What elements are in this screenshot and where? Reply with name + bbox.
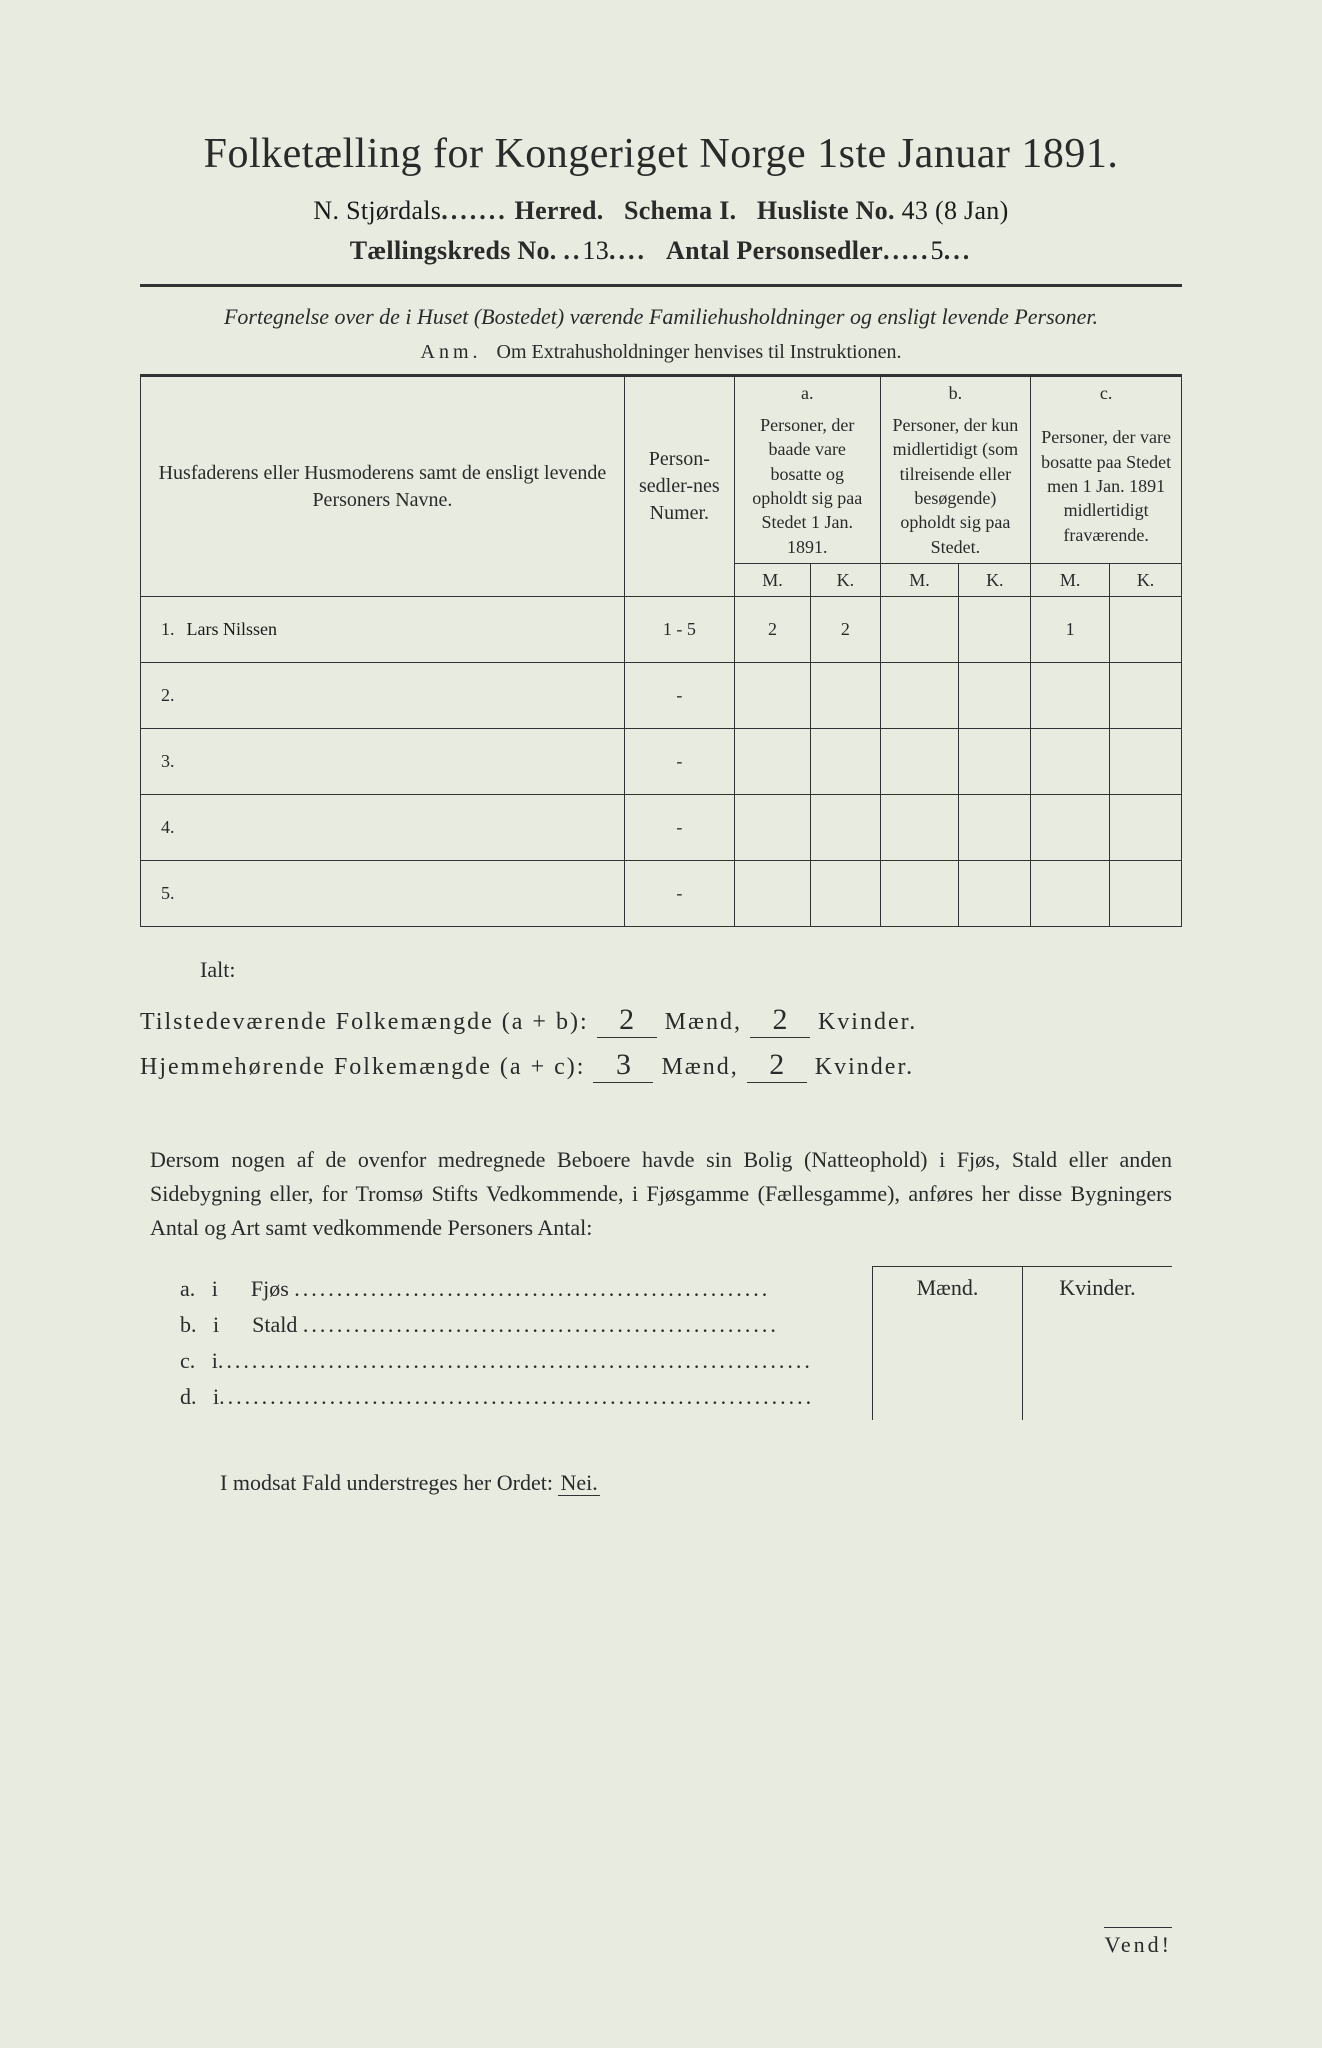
anm-line: Anm. Om Extrahusholdninger henvises til … (140, 341, 1182, 364)
sum-ab-label: Tilstedeværende Folkemængde (a + b): (140, 1009, 589, 1035)
row-bK (959, 597, 1031, 663)
vend-label: Vend! (1104, 1927, 1172, 1958)
col-c-letter: c. (1031, 376, 1182, 409)
col-b-head: Personer, der kun midlertidigt (som tilr… (880, 409, 1031, 563)
divider (140, 284, 1182, 287)
personsedler-value: 5 (930, 236, 943, 265)
row-cK (1110, 597, 1182, 663)
header-line-1: N. Stjørdals....... Herred. Schema I. Hu… (140, 196, 1182, 226)
row-pnum: - (624, 795, 734, 861)
sum-line-ac: Hjemmehørende Folkemængde (a + c): 3 Mæn… (140, 1048, 1182, 1083)
maend-label: Mænd, (661, 1054, 738, 1080)
sum-ac-m: 3 (593, 1048, 653, 1083)
sum-ac-label: Hjemmehørende Folkemængde (a + c): (140, 1054, 585, 1080)
sum-ab-k: 2 (750, 1003, 810, 1038)
side-kvinder-head: Kvinder. (1022, 1266, 1172, 1420)
census-form-page: Folketælling for Kongeriget Norge 1ste J… (0, 0, 1322, 2048)
b-k: K. (959, 563, 1031, 596)
row-num: 2. (141, 663, 181, 729)
c-m: M. (1031, 563, 1110, 596)
row-cM: 1 (1031, 597, 1110, 663)
row-pnum: 1 - 5 (624, 597, 734, 663)
side-row: b. i Stald (180, 1312, 854, 1338)
col-pnum-head: Person-sedler-nes Numer. (624, 376, 734, 596)
kvinder-label: Kvinder. (815, 1054, 914, 1080)
side-maend-head: Mænd. (873, 1266, 1022, 1420)
row-name (181, 729, 625, 795)
row-pnum: - (624, 861, 734, 927)
sum-ac-k: 2 (747, 1048, 807, 1083)
side-row: a. i Fjøs (180, 1276, 854, 1302)
row-name (181, 663, 625, 729)
nei-line: I modsat Fald understreges her Ordet: Ne… (220, 1470, 1172, 1496)
ialt-label: Ialt: (200, 957, 1182, 983)
col-c-head: Personer, der vare bosatte paa Stedet me… (1031, 409, 1182, 563)
row-num: 3. (141, 729, 181, 795)
sum-ab-m: 2 (597, 1003, 657, 1038)
kvinder-label: Kvinder. (818, 1009, 917, 1035)
side-building-paragraph: Dersom nogen af de ovenfor medregnede Be… (150, 1143, 1172, 1245)
husliste-value: 43 (8 Jan) (902, 196, 1009, 225)
personsedler-label: Antal Personsedler (666, 236, 883, 265)
row-pnum: - (624, 663, 734, 729)
table-row: 2. - (141, 663, 1182, 729)
row-num: 1. (141, 597, 181, 663)
page-title: Folketælling for Kongeriget Norge 1ste J… (140, 130, 1182, 178)
table-row: 1. Lars Nilssen 1 - 5 2 2 1 (141, 597, 1182, 663)
census-table: Husfaderens eller Husmoderens samt de en… (140, 376, 1182, 927)
table-row: 5. - (141, 861, 1182, 927)
col-name-head: Husfaderens eller Husmoderens samt de en… (141, 376, 625, 596)
row-bM (880, 597, 959, 663)
table-row: 3. - (141, 729, 1182, 795)
row-name (181, 861, 625, 927)
a-m: M. (734, 563, 810, 596)
maend-label: Mænd, (665, 1009, 742, 1035)
col-a-head: Personer, der baade vare bosatte og opho… (734, 409, 880, 563)
col-a-letter: a. (734, 376, 880, 409)
herred-value: N. Stjørdals (313, 196, 441, 225)
row-name (181, 795, 625, 861)
row-pnum: - (624, 729, 734, 795)
kreds-label: Tællingskreds No. (350, 236, 557, 265)
row-aM: 2 (734, 597, 810, 663)
col-b-letter: b. (880, 376, 1031, 409)
side-left: a. i Fjøs b. i Stald c. i d. i (180, 1266, 872, 1420)
kreds-value: 13 (582, 236, 609, 265)
row-name: Lars Nilssen (181, 597, 625, 663)
a-k: K. (811, 563, 880, 596)
side-right: Mænd. Kvinder. (872, 1266, 1172, 1420)
anm-prefix: Anm. (421, 341, 482, 363)
side-row: c. i (180, 1348, 854, 1374)
husliste-label: Husliste No. (757, 196, 895, 225)
anm-text: Om Extrahusholdninger henvises til Instr… (497, 341, 902, 363)
side-row: d. i (180, 1384, 854, 1410)
row-num: 4. (141, 795, 181, 861)
subtitle: Fortegnelse over de i Huset (Bostedet) v… (160, 301, 1162, 333)
schema-label: Schema I. (624, 196, 736, 225)
table-row: 4. - (141, 795, 1182, 861)
nei-word: Nei. (558, 1470, 599, 1496)
side-building-table: a. i Fjøs b. i Stald c. i d. i Mænd. Kvi… (180, 1266, 1172, 1420)
header-line-2: Tællingskreds No. ..13.... Antal Persons… (140, 236, 1182, 266)
sum-line-ab: Tilstedeværende Folkemængde (a + b): 2 M… (140, 1003, 1182, 1038)
row-aK: 2 (811, 597, 880, 663)
row-num: 5. (141, 861, 181, 927)
herred-label: Herred. (515, 196, 604, 225)
c-k: K. (1110, 563, 1182, 596)
b-m: M. (880, 563, 959, 596)
